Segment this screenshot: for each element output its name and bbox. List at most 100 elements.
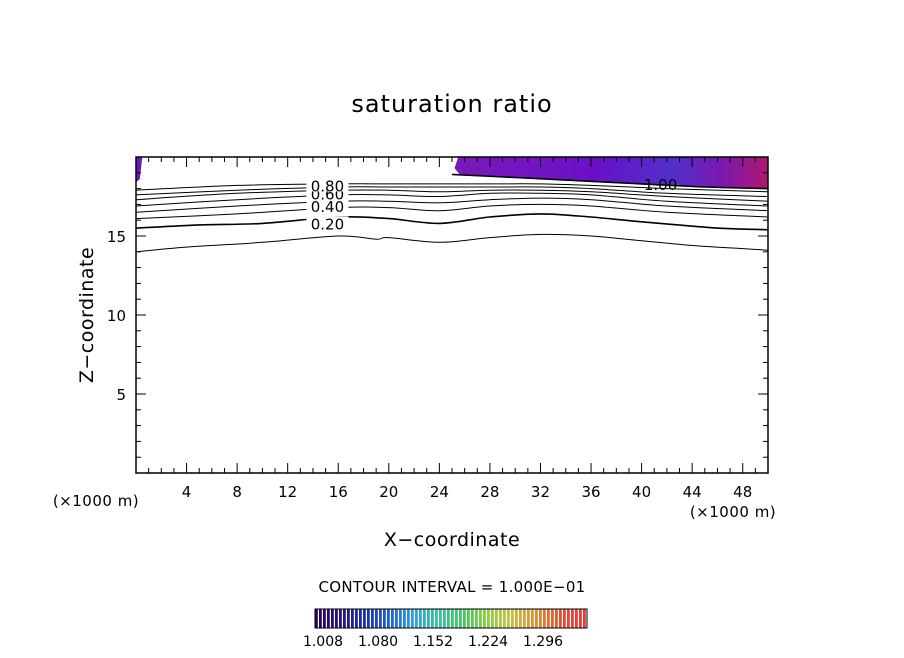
colorbar-stripe [475, 609, 478, 628]
colorbar-tick-label: 1.296 [523, 634, 563, 650]
colorbar-stripe [571, 609, 574, 628]
colorbar-stripe [511, 609, 514, 628]
colorbar-stripe [319, 609, 322, 628]
contour-line-0.4 [136, 197, 768, 213]
filled-contour-layer [136, 157, 768, 189]
colorbar-stripe [451, 609, 454, 628]
colorbar-frame [314, 608, 588, 629]
colorbar-stripe [327, 609, 330, 628]
x-tick-label: 40 [632, 483, 651, 501]
colorbar-stripe [395, 609, 398, 628]
colorbar-stripe [463, 609, 466, 628]
colorbar-stripe [323, 609, 326, 628]
x-unit-right: (×1000 m) [690, 503, 776, 521]
contour-label-0.20: 0.20 [311, 215, 344, 233]
x-tick-label: 36 [581, 483, 600, 501]
colorbar-stripe [547, 609, 550, 628]
contour-line-0.2 [136, 213, 768, 231]
x-tick-label: 48 [733, 483, 752, 501]
colorbar-tick-label: 1.008 [303, 634, 343, 650]
colorbar-stripe [371, 609, 374, 628]
colorbar-stripe [419, 609, 422, 628]
colorbar-stripe [459, 609, 462, 628]
colorbar [314, 608, 588, 629]
contour-label-bg [306, 216, 349, 230]
x-axis-ticks: 4 8 12 16 20 24 28 32 36 40 44 48 [148, 157, 756, 501]
colorbar-tick-label: 1.080 [358, 634, 398, 650]
colorbar-stripe [411, 609, 414, 628]
colorbar-stripe [535, 609, 538, 628]
colorbar-stripe [563, 609, 566, 628]
colorbar-stripe [335, 609, 338, 628]
colorbar-stripe [367, 609, 370, 628]
colorbar-stripe [579, 609, 582, 628]
colorbar-stripe [531, 609, 534, 628]
colorbar-stripe [455, 609, 458, 628]
colorbar-stripe [575, 609, 578, 628]
colorbar-stripe [423, 609, 426, 628]
colorbar-stripe [407, 609, 410, 628]
colorbar-stripe [499, 609, 502, 628]
colorbar-stripe [507, 609, 510, 628]
colorbar-stripe [555, 609, 558, 628]
colorbar-labels: 1.008 1.080 1.152 1.224 1.296 [303, 634, 563, 650]
contour-line-0.8 [136, 183, 768, 193]
colorbar-stripe [403, 609, 406, 628]
x-tick-label: 32 [531, 483, 550, 501]
contour-label-1.00: 1.00 [644, 176, 677, 194]
contour-line-1 [451, 173, 768, 190]
colorbar-stripe [447, 609, 450, 628]
contour-line-0.1 [136, 233, 768, 253]
colorbar-stripe [351, 609, 354, 628]
colorbar-stripe [567, 609, 570, 628]
colorbar-stripe [383, 609, 386, 628]
colorbar-stripe [439, 609, 442, 628]
colorbar-stripe [539, 609, 542, 628]
x-tick-label: 16 [329, 483, 348, 501]
colorbar-stripe [559, 609, 562, 628]
contour-label-0.40: 0.40 [311, 198, 344, 216]
contour-labels-layer: 0.200.400.600.80 1.00 [306, 176, 677, 233]
colorbar-tick-label: 1.224 [468, 634, 508, 650]
contour-line-0.3 [136, 203, 768, 220]
colorbar-stripe [551, 609, 554, 628]
y-tick-label: 15 [107, 228, 126, 246]
colorbar-stripe [339, 609, 342, 628]
chart-title: saturation ratio [351, 90, 552, 118]
colorbar-stripe [443, 609, 446, 628]
colorbar-stripe [427, 609, 430, 628]
contour-label-bg [306, 198, 349, 212]
colorbar-stripe [543, 609, 546, 628]
colorbar-stripe [343, 609, 346, 628]
x-axis-label: X−coordinate [384, 529, 520, 551]
y-axis-ticks: 5 10 15 [107, 172, 768, 458]
colorbar-stripe [435, 609, 438, 628]
contour-label-bg [306, 178, 349, 192]
colorbar-stripe [483, 609, 486, 628]
y-tick-label: 10 [107, 307, 126, 325]
y-axis-label: Z−coordinate [76, 247, 98, 383]
colorbar-stripe [359, 609, 362, 628]
contour-line-0.5 [136, 192, 768, 207]
contour-label-0.80: 0.80 [311, 177, 344, 195]
plot-area [136, 157, 768, 253]
colorbar-stripe [375, 609, 378, 628]
colorbar-stripe [471, 609, 474, 628]
colorbar-tick-label: 1.152 [413, 634, 453, 650]
colorbar-stripe [527, 609, 530, 628]
x-tick-label: 8 [232, 483, 242, 501]
x-tick-label: 12 [278, 483, 297, 501]
colorbar-stripe [347, 609, 350, 628]
x-tick-label: 28 [480, 483, 499, 501]
contour-line-0.6 [136, 189, 768, 202]
colorbar-stripe [379, 609, 382, 628]
colorbar-stripe [355, 609, 358, 628]
x-tick-label: 20 [379, 483, 398, 501]
colorbar-stripe [467, 609, 470, 628]
contour-interval-text: CONTOUR INTERVAL = 1.000E−01 [318, 578, 585, 596]
colorbar-stripe [415, 609, 418, 628]
colorbar-stripe [387, 609, 390, 628]
x-tick-label: 44 [683, 483, 702, 501]
filled-region-left-edge [136, 157, 143, 183]
